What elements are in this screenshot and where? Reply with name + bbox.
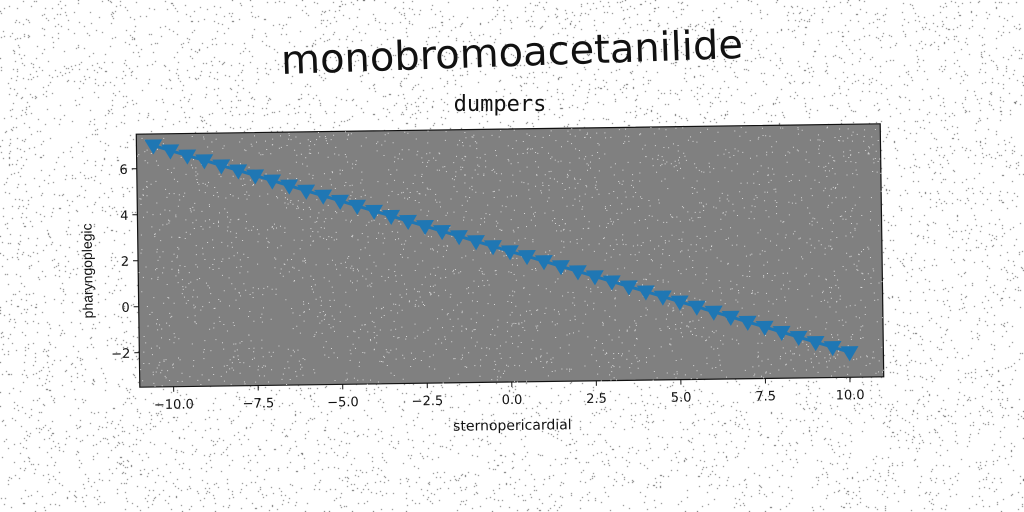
data-point [144,139,163,155]
series-0 [144,139,859,362]
y-axis: −2 0 2 4 6 [111,163,140,362]
data-point [398,214,417,231]
data-point [415,219,434,236]
data-point [755,320,774,336]
data-point [246,169,265,185]
data-point [721,310,740,326]
data-point [823,341,842,357]
data-point [772,325,791,341]
x-tick-label: −5.0 [327,395,359,410]
data-point [212,159,231,175]
data-point [534,255,553,271]
data-point [483,240,502,256]
data-point [568,265,587,281]
data-point [178,149,197,165]
data-point [297,184,316,200]
x-tick-label: −7.5 [243,396,275,411]
y-tick-label: 2 [121,255,129,270]
x-tick-label: 7.5 [755,389,776,404]
data-point [229,164,248,180]
data-point [331,194,350,210]
y-tick-label: 4 [120,209,128,224]
chart-title: dumpers [453,92,547,117]
data-point [636,285,655,301]
y-tick-label: −2 [111,347,130,362]
data-point [738,315,757,331]
data-point [840,346,859,362]
data-point [466,235,485,251]
series-layer [144,139,859,362]
data-point [432,225,451,241]
x-tick-label: 5.0 [671,390,692,405]
x-tick-label: −2.5 [412,394,444,409]
data-point [517,250,536,266]
data-point [806,335,825,352]
y-tick-label: 0 [121,301,129,316]
data-point [619,280,638,296]
data-point [314,189,333,205]
data-point [789,330,808,347]
data-point [161,144,180,160]
x-tick-label: −10.0 [154,397,194,413]
data-point [653,290,672,306]
data-point [381,209,400,225]
data-point [551,260,570,276]
data-point [195,154,214,170]
y-axis-label: pharyngoplegic [79,223,96,318]
data-point [449,230,468,246]
data-point [280,179,299,195]
x-tick-label: 0.0 [502,393,523,408]
data-point [602,275,621,291]
data-point [585,270,604,286]
x-axis-label: sternopericardial [453,417,572,435]
data-point [704,305,723,321]
x-axis: −10.0 −7.5 −5.0 −2.5 0.0 2.5 5.0 7.5 10.0 [154,377,865,413]
y-tick-label: 6 [119,163,127,178]
data-point [500,245,519,261]
data-point [365,204,384,220]
data-point [348,199,367,215]
data-point [687,300,706,316]
data-point [670,295,689,311]
x-tick-label: 10.0 [836,388,865,403]
data-point [263,174,282,190]
x-tick-label: 2.5 [586,392,607,407]
